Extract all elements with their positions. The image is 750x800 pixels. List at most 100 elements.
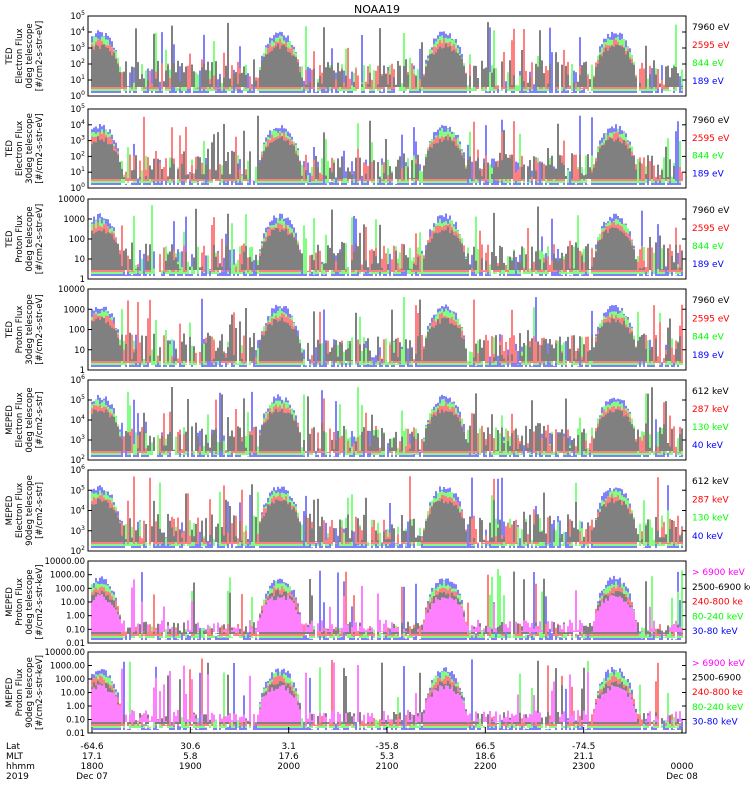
legend-entry: 612 keV [692, 477, 729, 487]
x-tick-label-hhmm: 2200 [474, 762, 497, 772]
legend-entry: 612 keV [692, 387, 729, 397]
legend-entry: 2500-6900 ke [692, 583, 750, 593]
x-tick-label-hhmm: 2300 [572, 762, 595, 772]
y-tick-label: 10 [74, 346, 85, 356]
y-tick-label: 105 [70, 10, 85, 22]
y-tick-label: 1 [80, 366, 85, 376]
y-axis-label: [#/cm2-s-str-eV] [35, 113, 45, 183]
series-trace [91, 206, 683, 270]
y-tick-label: 0.01 [66, 639, 85, 649]
series-trace [91, 299, 681, 361]
y-tick-label: 103 [70, 135, 85, 147]
y-tick-label: 100 [70, 182, 85, 194]
series-traces [91, 115, 683, 185]
legend-entry: 2595 eV [692, 41, 730, 51]
y-axis-label: Electron Flux [15, 483, 25, 538]
series-trace [91, 662, 683, 722]
y-axis-label: Electron Flux [15, 121, 25, 176]
x-tick-label-lat: 66.5 [475, 742, 495, 752]
x-tick-label-lat: -74.5 [572, 742, 595, 752]
panel-6: 106 105 104 103 102 MEPED Electron Flux 90deg t… [5, 464, 729, 557]
legend-entry: 130 keV [692, 514, 729, 524]
x-tick-label-lat: -64.6 [80, 742, 104, 752]
legend-entry: 130 keV [692, 423, 729, 433]
x-row-label: MLT [6, 752, 24, 762]
legend-entry: 844 eV [692, 333, 725, 343]
x-tick-label-lat: 30.6 [180, 742, 200, 752]
x-tick-label-hhmm: 1900 [179, 762, 202, 772]
legend-entry: 30-80 keV [692, 717, 738, 727]
y-axis-label: MEPED [5, 677, 15, 707]
y-tick-label: 103 [70, 42, 85, 54]
x-tick-label-date: Dec 08 [666, 772, 698, 782]
legend-entry: 7960 eV [692, 116, 730, 126]
y-axis-label: 90deg telescope [25, 475, 35, 546]
panel-8: 10000.00 1000.00 100.00 10.00 1.00 0.10 0.01 ME… [5, 648, 746, 739]
y-axis-label: 30deg telescope [25, 294, 35, 365]
y-axis-label: TED [5, 320, 15, 339]
y-tick-label: 10000 [58, 195, 85, 205]
legend-entry: 189 eV [692, 169, 725, 179]
y-tick-label: 102 [70, 58, 85, 70]
y-tick-label: 100.00 [55, 675, 85, 685]
y-tick-label: 1 [80, 275, 85, 285]
y-tick-label: 103 [70, 525, 85, 537]
series-traces [91, 476, 683, 548]
legend-entry: 240-800 ke [692, 688, 743, 698]
y-tick-label: 104 [70, 119, 85, 131]
legend-entry: 40 keV [692, 532, 724, 542]
y-axis-label: [#/cm2-s-str-eV] [35, 204, 45, 274]
y-axis-label: 0deg telescope [25, 387, 35, 452]
y-tick-label: 106 [70, 464, 85, 476]
y-axis-label: 0deg telescope [25, 569, 35, 634]
x-row-label: hhmm [6, 762, 35, 772]
legend-entry: 2595 eV [692, 224, 730, 234]
y-tick-label: 100.00 [55, 584, 85, 594]
x-tick-label-hhmm: 0000 [671, 762, 694, 772]
y-axis-label: TED [5, 139, 15, 158]
y-axis-label: Proton Flux [15, 306, 25, 354]
y-axis-label: MEPED [5, 495, 15, 525]
legend-entry: 189 eV [692, 351, 725, 361]
y-axis-label: [#/cm2-s-str-keV] [35, 655, 45, 730]
y-tick-label: 10000.00 [44, 557, 85, 567]
y-axis-label: [#/cm2-s-str] [35, 392, 45, 449]
series-trace [91, 115, 675, 179]
legend-entry: 844 eV [692, 59, 725, 69]
legend-entry: 2500-6900 [692, 674, 741, 684]
panel-4: 10000 1000 100 10 1 TED Proton Flux 30deg teles… [5, 285, 730, 376]
y-tick-label: 1.00 [66, 612, 85, 622]
y-tick-label: 102 [70, 545, 85, 557]
series-trace [91, 484, 683, 542]
y-axis-label: 0deg telescope [25, 206, 35, 271]
y-tick-label: 100 [69, 326, 85, 336]
y-axis-label: 0deg telescope [25, 23, 35, 88]
y-tick-label: 101 [70, 166, 85, 178]
y-axis-label: Electron Flux [15, 392, 25, 447]
y-tick-label: 1.00 [66, 702, 85, 712]
legend-entry: > 6900 keV [692, 568, 746, 578]
x-tick-label-hhmm: 2000 [277, 762, 300, 772]
x-row-label: 2019 [6, 772, 29, 782]
y-tick-label: 0.10 [66, 716, 85, 726]
series-traces [91, 205, 683, 276]
legend-entry: 80-240 keV [692, 612, 744, 622]
y-tick-label: 105 [70, 103, 85, 115]
y-axis-label: TED [5, 47, 15, 66]
legend-entry: 2595 eV [692, 314, 730, 324]
y-axis-label: Electron Flux [15, 28, 25, 83]
y-tick-label: 10.00 [61, 598, 85, 608]
x-tick-label-date: Dec 07 [76, 772, 108, 782]
x-tick-label-mlt: 21.1 [574, 752, 594, 762]
panel-2: 105 104 103 102 101 100 TED Electron Flux 30deg … [5, 103, 730, 194]
legend-entry: 240-800 ke [692, 598, 743, 608]
y-tick-label: 101 [70, 74, 85, 86]
x-tick-label-mlt: 17.1 [82, 752, 102, 762]
y-axis-label: [#/cm2-s-str-eV] [35, 294, 45, 364]
y-tick-label: 104 [70, 414, 85, 426]
x-tick-label-mlt: 5.8 [183, 752, 198, 762]
y-axis-label: Proton Flux [15, 215, 25, 263]
